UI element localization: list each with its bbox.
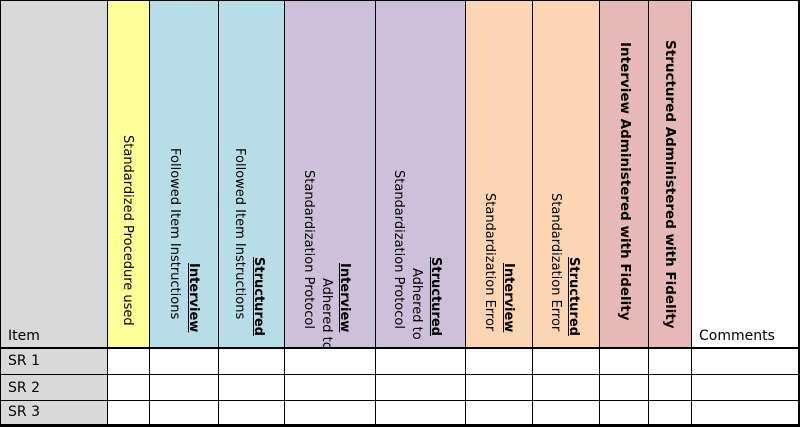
interview-protocol-column-header bbox=[284, 0, 375, 348]
procedure-header-text: Standardized Procedure used bbox=[120, 135, 135, 326]
procedure-column-header bbox=[107, 0, 149, 348]
interview-error-column-header bbox=[465, 0, 532, 348]
structured-instructions-header-text: Followed Item Instructions bbox=[232, 148, 247, 320]
structured-instructions-header-bold: Structured bbox=[251, 257, 266, 336]
structured-fidelity-column-header bbox=[648, 0, 691, 348]
interview-instructions-header-bold: Interview bbox=[186, 263, 201, 333]
comments-header-label: Comments bbox=[699, 328, 775, 344]
interview-fidelity-header-text: Interview Administered with Fidelity bbox=[617, 42, 633, 321]
interview-error-header-text: Standardization Error bbox=[482, 193, 497, 332]
structured-protocol-header-text2: Standardization Protocol bbox=[391, 170, 406, 329]
interview-protocol-header-text2: Standardization Protocol bbox=[301, 170, 316, 329]
interview-instructions-header-text: Followed Item Instructions bbox=[167, 148, 182, 320]
structured-protocol-header-bold: Structured bbox=[428, 257, 443, 336]
interview-protocol-header-text1: Adhered to bbox=[319, 278, 334, 350]
structured-protocol-column-header bbox=[375, 0, 465, 348]
item-column-header bbox=[0, 0, 107, 348]
row-label-sr1: SR 1 bbox=[8, 353, 40, 369]
structured-instructions-column-header bbox=[218, 0, 284, 348]
structured-protocol-header-text1: Adhered to bbox=[409, 268, 424, 340]
structured-error-column-header bbox=[532, 0, 599, 348]
row-label-cell bbox=[0, 348, 107, 427]
interview-instructions-column-header bbox=[149, 0, 218, 348]
structured-error-header-text: Standardization Error bbox=[548, 193, 563, 332]
interview-protocol-header-bold: Interview bbox=[337, 263, 352, 333]
structured-error-header-bold: Structured bbox=[566, 257, 581, 336]
interview-fidelity-column-header bbox=[599, 0, 648, 348]
structured-fidelity-header-text: Structured Administered with Fidelity bbox=[662, 40, 678, 329]
interview-error-header-bold: Interview bbox=[501, 263, 516, 333]
item-header-label: Item bbox=[8, 328, 40, 344]
comments-column-header bbox=[691, 0, 799, 348]
row-label-sr2: SR 2 bbox=[8, 380, 40, 396]
row-label-sr3: SR 3 bbox=[8, 404, 40, 420]
